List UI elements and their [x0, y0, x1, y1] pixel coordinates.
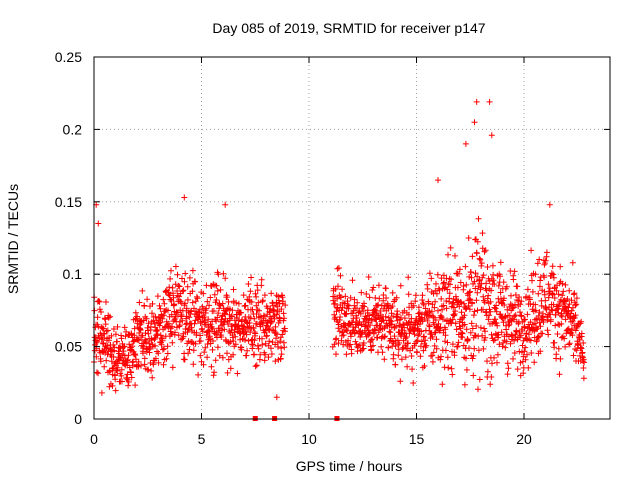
x-axis-label: GPS time / hours: [296, 458, 403, 474]
x-tick-label: 20: [516, 431, 532, 447]
grid-layer: [94, 57, 610, 419]
y-tick-label: 0.2: [63, 121, 83, 137]
y-tick-label: 0: [74, 411, 82, 427]
y-tick-label: 0.1: [63, 266, 83, 282]
chart-title: Day 085 of 2019, SRMTID for receiver p14…: [212, 20, 485, 36]
y-axis-label: SRMTID / TECUs: [5, 184, 21, 294]
plot-frame: [93, 56, 611, 420]
y-tick-label: 0.05: [55, 339, 82, 355]
y-tick-label: 0.15: [55, 194, 82, 210]
x-tick-label: 15: [409, 431, 425, 447]
y-tick-label: 0.25: [55, 49, 82, 65]
axis-ticks: 0 5 10 15 20 0 0.05 0.1 0.15 0.2 0.25: [55, 49, 610, 447]
x-tick-label: 5: [198, 431, 206, 447]
x-tick-label: 10: [301, 431, 317, 447]
x-tick-label: 0: [90, 431, 98, 447]
